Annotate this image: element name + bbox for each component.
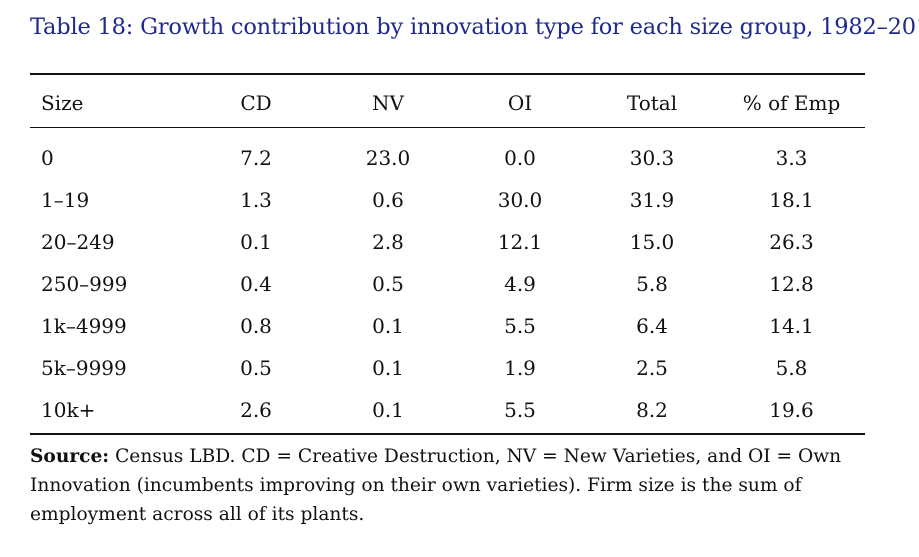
top-rule [30, 73, 865, 75]
cell-size: 1k–4999 [41, 314, 127, 338]
table-row: 250–999 0.4 0.5 4.9 5.8 12.8 [30, 263, 865, 305]
cell-size: 0 [41, 146, 54, 170]
source-text: Census LBD. CD = Creative Destruction, N… [30, 446, 842, 525]
table-row: 5k–9999 0.5 0.1 1.9 2.5 5.8 [30, 347, 865, 389]
table-row: 0 7.2 23.0 0.0 30.3 3.3 [30, 137, 865, 179]
table-body: 0 7.2 23.0 0.0 30.3 3.3 1–19 1.3 0.6 30.… [30, 137, 865, 431]
cell-oi: 5.5 [504, 314, 536, 338]
column-header-cd: CD [240, 91, 272, 115]
column-header-total: Total [626, 91, 678, 115]
header-row: Size CD NV OI Total % of Emp [30, 82, 865, 124]
cell-total: 5.8 [636, 272, 668, 296]
cell-cd: 7.2 [240, 146, 272, 170]
cell-pct-emp: 14.1 [769, 314, 814, 338]
cell-nv: 0.1 [372, 398, 404, 422]
cell-total: 6.4 [636, 314, 668, 338]
cell-cd: 1.3 [240, 188, 272, 212]
cell-pct-emp: 26.3 [769, 230, 814, 254]
table-row: 20–249 0.1 2.8 12.1 15.0 26.3 [30, 221, 865, 263]
column-header-oi: OI [507, 91, 533, 115]
cell-total: 8.2 [636, 398, 668, 422]
cell-oi: 12.1 [497, 230, 543, 254]
cell-total: 15.0 [629, 230, 675, 254]
cell-total: 30.3 [629, 146, 675, 170]
cell-pct-emp: 12.8 [769, 272, 814, 296]
cell-cd: 0.1 [240, 230, 272, 254]
cell-cd: 0.8 [240, 314, 272, 338]
cell-oi: 1.9 [504, 356, 536, 380]
column-header-nv: NV [372, 91, 404, 115]
cell-size: 20–249 [41, 230, 115, 254]
cell-nv: 0.6 [372, 188, 404, 212]
cell-oi: 0.0 [504, 146, 536, 170]
cell-pct-emp: 3.3 [775, 146, 808, 170]
table-header: Size CD NV OI Total % of Emp [30, 82, 865, 124]
source-note: Source: Census LBD. CD = Creative Destru… [30, 442, 870, 529]
cell-nv: 0.1 [372, 314, 404, 338]
bottom-rule [30, 433, 865, 435]
table-caption: Table 18: Growth contribution by innovat… [30, 14, 919, 40]
column-header-pct-emp: % of Emp [742, 91, 841, 115]
cell-cd: 2.6 [240, 398, 272, 422]
table-row: 10k+ 2.6 0.1 5.5 8.2 19.6 [30, 389, 865, 431]
cell-size: 5k–9999 [41, 356, 127, 380]
table-row: 1k–4999 0.8 0.1 5.5 6.4 14.1 [30, 305, 865, 347]
cell-cd: 0.5 [240, 356, 272, 380]
cell-total: 2.5 [636, 356, 668, 380]
cell-pct-emp: 5.8 [775, 356, 808, 380]
cell-cd: 0.4 [240, 272, 272, 296]
cell-pct-emp: 19.6 [769, 398, 814, 422]
cell-size: 10k+ [41, 398, 96, 422]
source-label: Source: [30, 446, 110, 467]
cell-total: 31.9 [629, 188, 675, 212]
cell-size: 1–19 [41, 188, 90, 212]
cell-oi: 5.5 [504, 398, 536, 422]
cell-pct-emp: 18.1 [769, 188, 814, 212]
table-row: 1–19 1.3 0.6 30.0 31.9 18.1 [30, 179, 865, 221]
column-header-size: Size [41, 91, 84, 115]
cell-oi: 4.9 [504, 272, 536, 296]
cell-size: 250–999 [41, 272, 128, 296]
cell-nv: 23.0 [365, 146, 411, 170]
header-rule [30, 127, 865, 128]
cell-oi: 30.0 [497, 188, 543, 212]
cell-nv: 0.5 [372, 272, 404, 296]
cell-nv: 0.1 [372, 356, 404, 380]
cell-nv: 2.8 [372, 230, 404, 254]
